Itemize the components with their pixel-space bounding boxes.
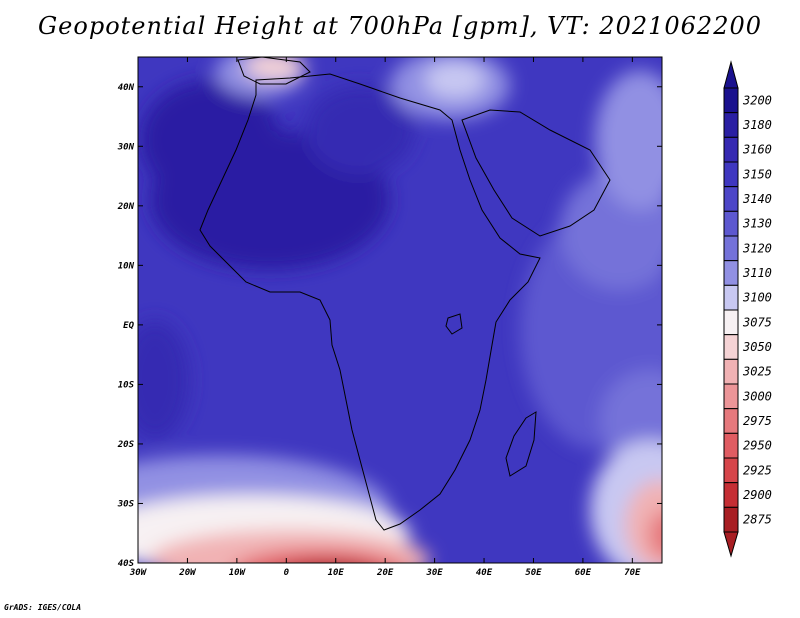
- colorbar-label: 3075: [742, 315, 772, 329]
- map-title: Geopotential Height at 700hPa [gpm], VT:…: [38, 12, 762, 40]
- colorbar: 3200 3180 3160 3150 3140 3130 3120 3110 3100 3075…: [723, 60, 772, 558]
- africa-coastline: [199, 73, 541, 531]
- colorbar-swatch: [723, 383, 739, 410]
- colorbar-swatch: [723, 161, 739, 188]
- lon-tick-label: 20W: [178, 568, 197, 578]
- colorbar-swatch: [723, 284, 739, 311]
- lat-tick-label: 30S: [117, 499, 135, 509]
- arabia-coastline: [461, 109, 611, 237]
- colorbar-label: 2925: [743, 463, 772, 477]
- colorbar-swatch: [723, 309, 739, 336]
- colorbar-min-arrow: [723, 531, 739, 558]
- lat-tick-label: 40N: [118, 83, 135, 93]
- colorbar-swatch: [723, 432, 739, 459]
- lat-tick-label: 20N: [117, 202, 135, 212]
- colorbar-label: 3000: [742, 389, 772, 403]
- longitude-axis: 30W 20W 10W 0 10E 20E 30E 40E 50E 60E 70E: [129, 57, 641, 578]
- plot-frame: [137, 56, 663, 564]
- lat-tick-label: 40S: [118, 559, 135, 569]
- lon-tick-label: 0: [284, 568, 290, 578]
- lat-tick-label: 10S: [118, 380, 135, 390]
- colorbar-max-arrow: [723, 60, 739, 89]
- colorbar-label: 3150: [742, 167, 772, 181]
- iberia-coastline: [237, 57, 311, 85]
- coastlines: [199, 57, 611, 531]
- lat-tick-label: EQ: [123, 321, 134, 331]
- lon-tick-label: 10E: [328, 568, 345, 578]
- madagascar-coastline: [505, 411, 537, 477]
- colorbar-swatch: [723, 334, 739, 360]
- colorbar-swatch: [723, 408, 739, 434]
- colorbar-label: 3120: [742, 241, 772, 255]
- colorbar-label: 2950: [743, 439, 772, 453]
- colorbar-label: 3180: [742, 118, 772, 132]
- colorbar-swatch: [723, 112, 739, 138]
- latitude-axis: 40N 30N 20N 10N EQ 10S 20S 30S 40S: [117, 83, 662, 569]
- lat-tick-label: 30N: [117, 142, 135, 152]
- lon-tick-label: 50E: [525, 568, 542, 578]
- colorbar-swatch: [723, 482, 739, 508]
- colorbar-label: 3130: [742, 217, 772, 231]
- height-field: [138, 57, 662, 563]
- colorbar-label: 3100: [742, 291, 772, 305]
- lon-tick-label: 30W: [129, 568, 148, 578]
- colorbar-label: 3160: [742, 143, 772, 157]
- colorbar-swatch: [723, 457, 739, 484]
- grads-credit: GrADS: IGES/COLA: [4, 603, 82, 612]
- colorbar-swatch: [723, 506, 739, 533]
- colorbar-swatch: [723, 136, 739, 163]
- colorbar-label: 3200: [742, 93, 772, 107]
- colorbar-label: 2875: [743, 513, 772, 527]
- colorbar-label: 2900: [743, 488, 772, 502]
- colorbar-swatch: [723, 358, 739, 385]
- lon-tick-label: 70E: [624, 568, 641, 578]
- colorbar-swatch: [723, 260, 739, 286]
- colorbar-swatch: [723, 210, 739, 237]
- lat-tick-label: 10N: [118, 261, 135, 271]
- lon-tick-label: 30E: [425, 568, 443, 578]
- colorbar-label: 3110: [742, 266, 772, 280]
- colorbar-label: 3050: [742, 340, 772, 354]
- colorbar-swatch: [723, 186, 739, 212]
- lake-victoria: [445, 313, 463, 335]
- colorbar-label: 3025: [742, 365, 772, 379]
- lon-tick-label: 20E: [376, 568, 394, 578]
- lon-tick-label: 10W: [229, 568, 247, 578]
- colorbar-label: 3140: [742, 192, 772, 206]
- colorbar-swatch: [723, 235, 739, 262]
- lon-tick-label: 40E: [476, 568, 493, 578]
- colorbar-label: 2975: [743, 414, 772, 428]
- colorbar-swatch: [723, 87, 739, 114]
- lon-tick-label: 60E: [575, 568, 592, 578]
- lat-tick-label: 20S: [117, 440, 135, 450]
